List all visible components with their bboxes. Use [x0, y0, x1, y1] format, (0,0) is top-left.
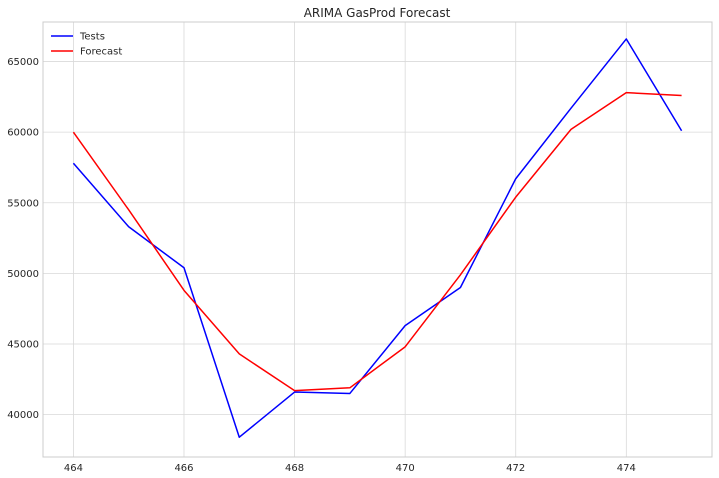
legend-label-forecast: Forecast — [80, 47, 122, 58]
y-tick-label: 50000 — [7, 269, 39, 280]
y-tick-label: 45000 — [7, 340, 39, 351]
series-lines — [72, 38, 683, 438]
chart-title: ARIMA GasProd Forecast — [304, 6, 451, 20]
series-line-forecast — [72, 91, 682, 392]
x-tick-label: 466 — [174, 463, 193, 474]
x-tick-label: 464 — [64, 463, 83, 474]
plot-frame — [42, 21, 713, 458]
x-tick-label: 470 — [396, 463, 415, 474]
y-tick-label: 60000 — [7, 128, 39, 139]
y-axis: 40000 45000 50000 55000 60000 65000 — [7, 57, 39, 421]
x-tick-label: 468 — [285, 463, 304, 474]
x-tick-label: 474 — [617, 463, 636, 474]
grid — [43, 22, 712, 457]
y-tick-label: 40000 — [7, 410, 39, 421]
y-tick-label: 55000 — [7, 198, 39, 209]
legend: Tests Forecast — [51, 32, 122, 58]
y-tick-label: 65000 — [7, 57, 39, 68]
series-line-tests — [72, 38, 683, 438]
legend-label-tests: Tests — [79, 32, 105, 43]
x-tick-label: 472 — [506, 463, 525, 474]
x-axis: 464 466 468 470 472 474 — [64, 463, 636, 474]
